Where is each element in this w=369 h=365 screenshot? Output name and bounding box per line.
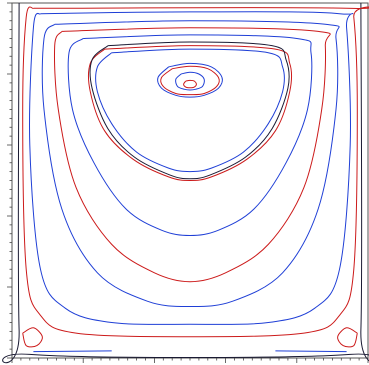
contour-line-11 [175,71,205,91]
contour-line-4 [53,27,331,283]
contour-line-14 [337,327,358,348]
contour-line-3 [41,20,340,308]
contour-line-10 [160,65,220,96]
contour-line-16 [275,350,347,353]
contour-line-2 [29,11,354,325]
contour-line-5 [67,34,313,236]
contour-line-8 [95,48,285,173]
contour-line-1 [22,6,369,338]
contour-line-12 [183,79,197,89]
contour-line-15 [33,350,112,353]
contour-line-7 [89,41,290,180]
contour-line-9 [157,62,223,98]
contour-line-6 [88,45,292,181]
axis-ticks [7,2,369,363]
contour-line-13 [22,327,43,348]
